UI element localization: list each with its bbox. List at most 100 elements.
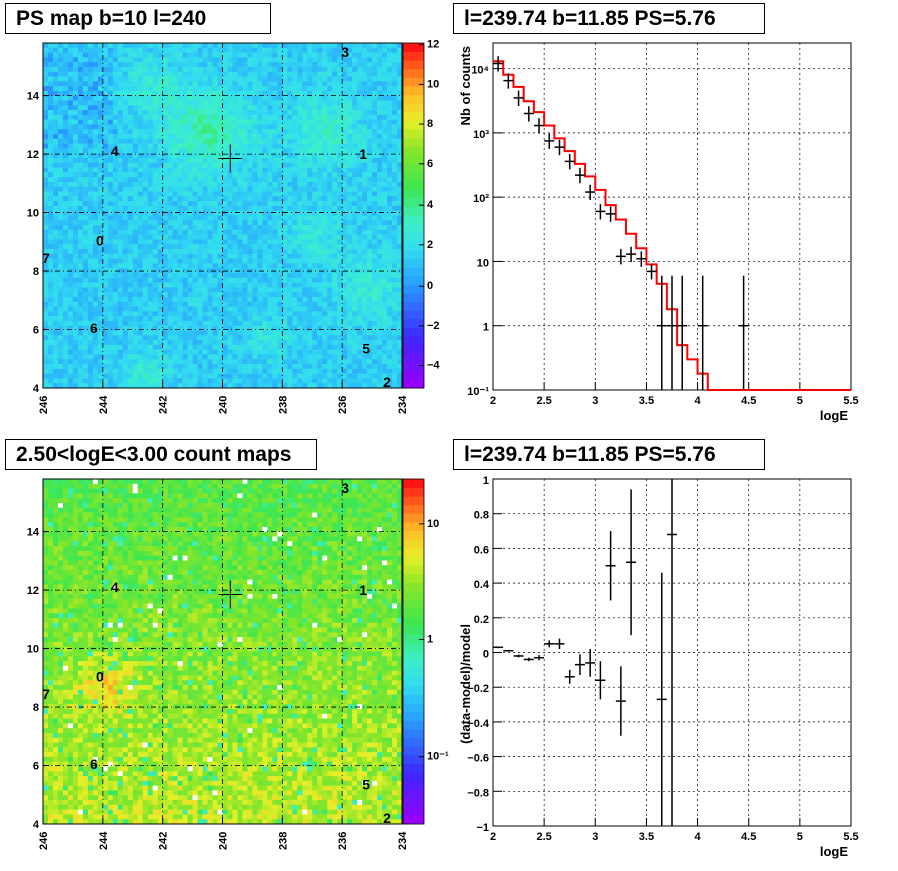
- ps-colorbar-segment: [403, 163, 424, 173]
- ps-colorbar-segment: [403, 181, 424, 191]
- count-colorbar-segment: [403, 737, 424, 747]
- ps-colorbar-segment: [403, 172, 424, 182]
- count-map-xtick-label: 246: [38, 832, 50, 850]
- count-map-source-label: 5: [362, 777, 370, 793]
- count-colorbar-segment: [403, 720, 424, 730]
- count-map-source-label: 6: [90, 756, 98, 772]
- count-map-title: 2.50<logE<3.00 count maps: [5, 439, 317, 470]
- ps-colorbar-tick-label: 8: [427, 118, 433, 130]
- residual-ytick-label: 0.2: [474, 614, 489, 626]
- ps-colorbar-segment: [403, 215, 424, 225]
- ps-map-source-label: 1: [359, 146, 367, 162]
- ps-colorbar-segment: [403, 43, 424, 53]
- ps-map-ytick-label: 8: [33, 266, 39, 278]
- count-colorbar-segment: [403, 556, 424, 566]
- spectrum-xtick-label: 5.5: [843, 395, 858, 407]
- ps-map-ytick-label: 4: [33, 383, 40, 395]
- ps-colorbar-segment: [403, 77, 424, 87]
- count-colorbar-segment: [403, 582, 424, 592]
- count-colorbar-segment: [403, 530, 424, 540]
- count-colorbar-segment: [403, 763, 424, 773]
- count-colorbar-segment: [403, 539, 424, 549]
- ps-map-ytick-label: 14: [27, 91, 40, 103]
- ps-map-source-label: 5: [362, 341, 370, 357]
- residual-ytick-label: 0.4: [474, 579, 490, 591]
- ps-colorbar-segment: [403, 60, 424, 70]
- count-colorbar-segment: [403, 686, 424, 696]
- ps-colorbar-tick-label: 10: [427, 78, 439, 90]
- ps-colorbar-segment: [403, 68, 424, 78]
- count-colorbar-segment: [403, 487, 424, 497]
- ps-colorbar-segment: [403, 293, 424, 303]
- residual-xtick-label: 3: [592, 831, 598, 843]
- count-map-ytick-label: 6: [33, 761, 39, 773]
- ps-colorbar-tick-label: −4: [427, 360, 440, 372]
- ps-colorbar-tick-label: −2: [427, 320, 440, 332]
- ps-colorbar-segment: [403, 155, 424, 165]
- count-colorbar-frame: [402, 478, 425, 825]
- count-colorbar-segment: [403, 504, 424, 514]
- ps-map-xtick-label: 240: [218, 396, 230, 414]
- spectrum-xtick-label: 4: [695, 395, 702, 407]
- count-colorbar-segment: [403, 798, 424, 808]
- residual-ytick-label: −0.4: [467, 718, 490, 730]
- ps-colorbar-segment: [403, 370, 424, 380]
- ps-colorbar-segment: [403, 275, 424, 285]
- count-colorbar-segment: [403, 806, 424, 816]
- residual-ylabel: (data-model)/model: [458, 624, 473, 744]
- ps-map-xtick-label: 242: [158, 396, 170, 414]
- ps-colorbar-segment: [403, 206, 424, 216]
- ps-map-ytick-label: 6: [33, 325, 39, 337]
- ps-map-source-label: 3: [341, 44, 349, 60]
- count-colorbar-segment: [403, 694, 424, 704]
- residual-xtick-label: 2: [490, 831, 496, 843]
- ps-colorbar-tick-label: 0: [427, 280, 433, 292]
- ps-map-xtick-label: 236: [337, 396, 349, 414]
- count-map-xtick-label: 242: [158, 832, 170, 850]
- count-map-pixels: [43, 479, 403, 825]
- count-map-ytick-label: 10: [27, 644, 39, 656]
- residual-ytick-label: −0.2: [467, 683, 489, 695]
- ps-colorbar-segment: [403, 362, 424, 372]
- count-map-xtick-label: 244: [98, 831, 110, 850]
- count-colorbar-segment: [403, 668, 424, 678]
- residual-xlabel: logE: [820, 844, 848, 859]
- spectrum-ytick-label: 10²: [473, 193, 489, 205]
- ps-colorbar-segment: [403, 146, 424, 156]
- count-colorbar-segment: [403, 780, 424, 790]
- ps-colorbar-tick-label: 2: [427, 239, 433, 251]
- residual-xtick-label: 2.5: [536, 831, 551, 843]
- count-map-xtick-label: 238: [277, 832, 289, 850]
- count-map-ytick-label: 8: [33, 702, 39, 714]
- count-colorbar-segment: [403, 548, 424, 558]
- count-colorbar-tick-label: 10⁻¹: [427, 751, 449, 763]
- ps-colorbar-segment: [403, 94, 424, 104]
- count-colorbar-tick-label: 1: [427, 633, 433, 645]
- ps-map-xtick-label: 234: [397, 395, 409, 414]
- ps-colorbar-frame: [402, 42, 425, 389]
- count-map-source-label: 0: [96, 668, 104, 684]
- count-colorbar-segment: [403, 608, 424, 618]
- ps-map-pixels: [43, 43, 403, 389]
- residual-ytick-label: 1: [483, 475, 489, 487]
- ps-colorbar-segment: [403, 336, 424, 346]
- residual-title: l=239.74 b=11.85 PS=5.76: [453, 439, 765, 470]
- count-map-source-label: 4: [111, 579, 119, 595]
- residual-ytick-label: −0.6: [467, 753, 489, 765]
- count-colorbar-segment: [403, 599, 424, 609]
- count-map-ytick-label: 12: [27, 585, 39, 597]
- count-colorbar-segment: [403, 789, 424, 799]
- spectrum-title: l=239.74 b=11.85 PS=5.76: [453, 3, 765, 34]
- residual-xtick-label: 4: [695, 831, 702, 843]
- ps-colorbar-segment: [403, 120, 424, 130]
- count-colorbar-segment: [403, 573, 424, 583]
- ps-colorbar-segment: [403, 86, 424, 96]
- count-colorbar-tick-label: 10: [427, 518, 439, 530]
- ps-map-source-label: 0: [96, 232, 104, 248]
- residual-ytick-label: −1: [476, 822, 489, 834]
- residual-ytick-label: 0.8: [474, 510, 489, 522]
- count-map-xtick-label: 234: [397, 831, 409, 850]
- spectrum-xlabel: logE: [820, 408, 848, 423]
- count-colorbar-segment: [403, 711, 424, 721]
- ps-colorbar-segment: [403, 327, 424, 337]
